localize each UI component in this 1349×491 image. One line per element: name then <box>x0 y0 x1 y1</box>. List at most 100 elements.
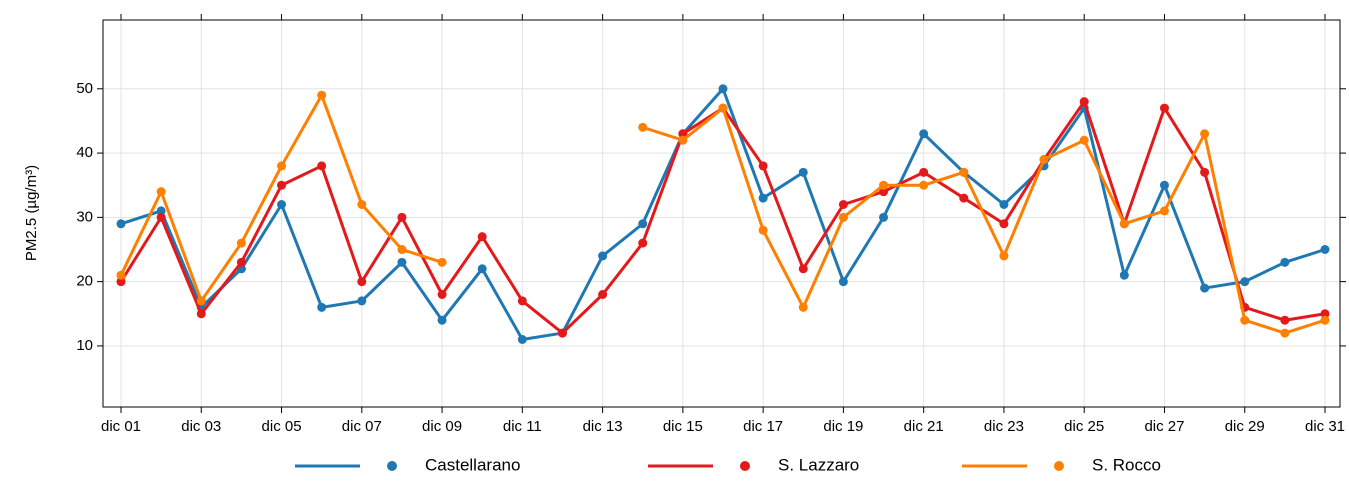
data-point <box>1200 283 1210 293</box>
data-point <box>196 296 206 306</box>
data-point <box>758 225 768 235</box>
data-point <box>959 193 969 203</box>
data-point <box>999 219 1009 229</box>
data-point <box>116 277 126 287</box>
data-point <box>1079 97 1089 107</box>
data-point <box>116 219 126 229</box>
data-point <box>678 135 688 145</box>
data-point <box>1119 270 1129 280</box>
data-point <box>317 90 327 100</box>
data-point <box>1280 257 1290 267</box>
y-tick-label: 20 <box>76 273 93 290</box>
data-point <box>1039 155 1049 164</box>
data-point <box>156 206 166 216</box>
data-point <box>557 328 567 338</box>
data-point <box>999 251 1009 261</box>
data-point <box>1200 167 1210 177</box>
data-point <box>1079 135 1089 145</box>
legend-point <box>1054 461 1064 471</box>
x-tick-label: dic 27 <box>1144 418 1184 435</box>
plot-frame <box>102 19 1341 408</box>
legend-label: S. Lazzaro <box>778 455 859 474</box>
data-point <box>156 187 166 197</box>
data-point <box>798 302 808 312</box>
data-point <box>838 212 848 222</box>
data-point <box>598 290 608 299</box>
data-point <box>236 257 246 267</box>
data-point <box>638 122 648 132</box>
data-point <box>357 200 367 209</box>
x-tick-label: dic 25 <box>1064 418 1104 435</box>
data-point <box>598 251 608 261</box>
data-point <box>437 315 447 325</box>
data-point <box>1320 245 1330 254</box>
data-point <box>999 200 1009 209</box>
data-point <box>919 180 929 190</box>
data-point <box>798 264 808 274</box>
data-point <box>1280 315 1290 325</box>
data-point <box>317 161 327 171</box>
data-point <box>758 161 768 171</box>
series-line <box>120 87 1326 341</box>
data-point <box>1240 315 1250 325</box>
data-point <box>357 296 367 306</box>
x-tick-label: dic 21 <box>904 418 944 435</box>
data-point <box>1119 219 1129 229</box>
legend-label: S. Rocco <box>1092 455 1161 474</box>
data-point <box>156 212 166 222</box>
data-point <box>879 212 889 222</box>
data-point <box>477 264 487 274</box>
data-point <box>919 129 929 139</box>
data-point <box>397 212 407 222</box>
x-tick-label: dic 01 <box>101 418 141 435</box>
data-point <box>277 180 287 190</box>
data-point <box>277 161 287 171</box>
data-point <box>116 270 126 280</box>
y-tick-label: 50 <box>76 80 93 97</box>
data-point <box>437 257 447 267</box>
data-point <box>638 219 648 229</box>
y-axis-label: PM2.5 (µg/m³) <box>23 165 40 261</box>
data-point <box>397 245 407 254</box>
x-tick-label: dic 13 <box>583 418 623 435</box>
data-point <box>1280 328 1290 338</box>
data-point <box>718 103 728 113</box>
x-tick-label: dic 09 <box>422 418 462 435</box>
x-tick-label: dic 07 <box>342 418 382 435</box>
data-point <box>437 290 447 299</box>
data-point <box>517 296 527 306</box>
data-point <box>196 309 206 319</box>
data-point <box>1240 277 1250 287</box>
data-point <box>277 200 287 209</box>
data-point <box>1320 309 1330 319</box>
data-point <box>1159 180 1169 190</box>
x-tick-label: dic 29 <box>1225 418 1265 435</box>
x-tick-label: dic 23 <box>984 418 1024 435</box>
x-tick-label: dic 17 <box>743 418 783 435</box>
data-point <box>879 180 889 190</box>
data-point <box>959 167 969 177</box>
data-point <box>838 200 848 209</box>
series-line <box>119 93 1326 335</box>
data-point <box>718 84 728 94</box>
data-point <box>1159 103 1169 113</box>
y-tick-label: 40 <box>76 144 93 161</box>
data-point <box>477 232 487 242</box>
x-tick-label: dic 05 <box>262 418 302 435</box>
legend-point <box>740 461 750 471</box>
data-point <box>678 129 688 139</box>
data-point <box>397 257 407 267</box>
x-tick-label: dic 19 <box>823 418 863 435</box>
data-point <box>1200 129 1210 139</box>
data-point <box>357 277 367 287</box>
data-point <box>236 238 246 248</box>
data-point <box>879 187 889 197</box>
data-point <box>638 238 648 248</box>
legend-label: Castellarano <box>425 455 520 474</box>
data-point <box>1159 206 1169 216</box>
legend-point <box>387 461 397 471</box>
y-tick-label: 10 <box>76 337 93 354</box>
data-point <box>919 167 929 177</box>
